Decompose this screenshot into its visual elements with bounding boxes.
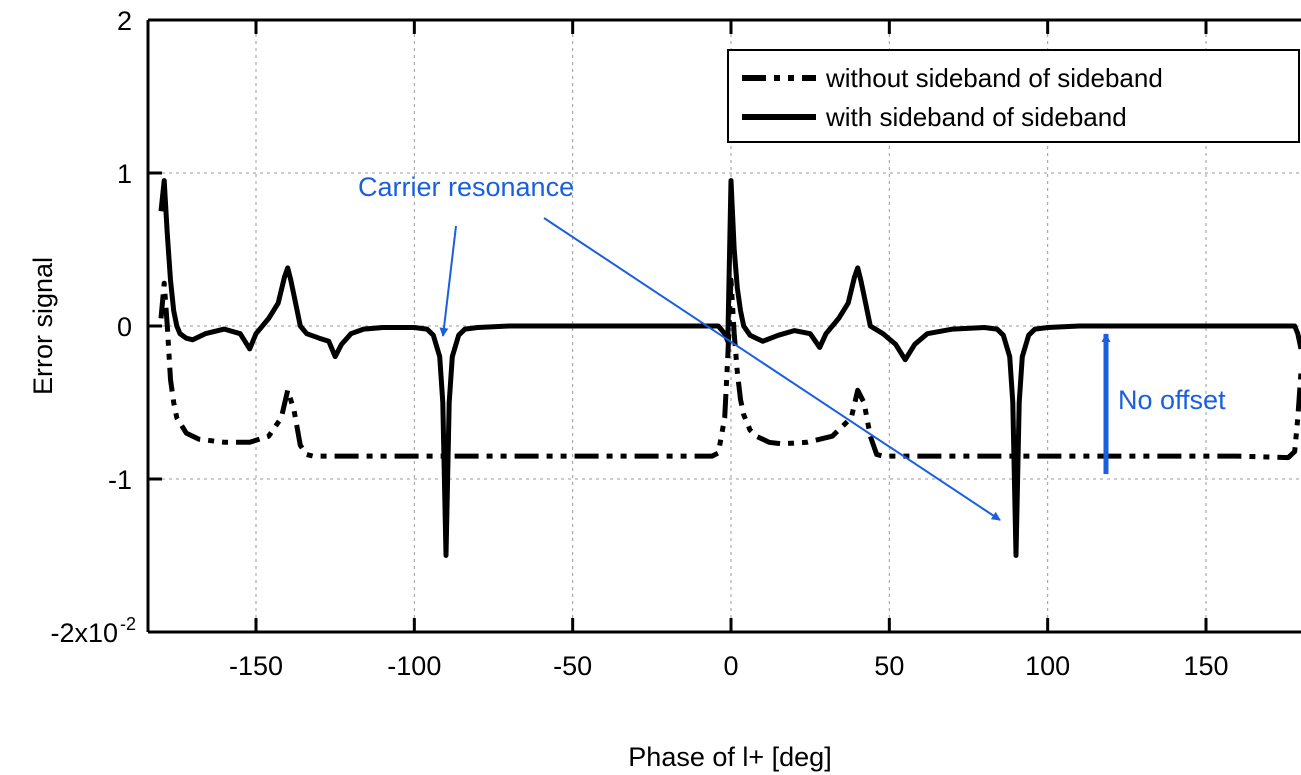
y-axis-title: Error signal — [28, 257, 58, 395]
carrier-resonance-label: Carrier resonance — [358, 172, 574, 202]
y-tick-exponent: -2 — [120, 614, 136, 634]
annotations: Carrier resonance No offset — [358, 172, 1226, 521]
legend-label-without: without sideband of sideband — [825, 63, 1163, 93]
carrier-arrow-left — [439, 225, 457, 337]
carrier-arrow-right — [543, 217, 1001, 521]
series-line-without-sideband — [158, 277, 1301, 461]
x-tick-label: 150 — [1183, 651, 1228, 681]
x-tick-label: -50 — [553, 651, 592, 681]
legend: without sideband of sideband with sideba… — [727, 49, 1300, 143]
y-tick-label: 1 — [117, 159, 132, 189]
x-tick-label: -100 — [387, 651, 441, 681]
no-offset-label: No offset — [1118, 385, 1226, 415]
axis-ticks — [148, 18, 1208, 634]
series-line-with-sideband — [158, 178, 1301, 558]
legend-label-with: with sideband of sideband — [825, 102, 1127, 132]
x-tick-label: 0 — [723, 651, 738, 681]
x-axis-title: Phase of l+ [deg] — [628, 742, 831, 772]
x-tick-label: 100 — [1025, 651, 1070, 681]
y-tick-labels: -2x10 -2 -1 0 1 2 — [50, 6, 136, 648]
x-tick-label: -150 — [229, 651, 283, 681]
legend-box — [727, 49, 1300, 143]
x-tick-label: 50 — [874, 651, 904, 681]
x-tick-labels: -150 -100 -50 0 50 100 150 — [229, 651, 1229, 681]
data-series — [158, 178, 1301, 558]
y-tick-label: -2x10 — [50, 618, 118, 648]
y-tick-label: 0 — [117, 312, 132, 342]
y-tick-label: 2 — [117, 6, 132, 36]
y-tick-label: -1 — [108, 465, 132, 495]
